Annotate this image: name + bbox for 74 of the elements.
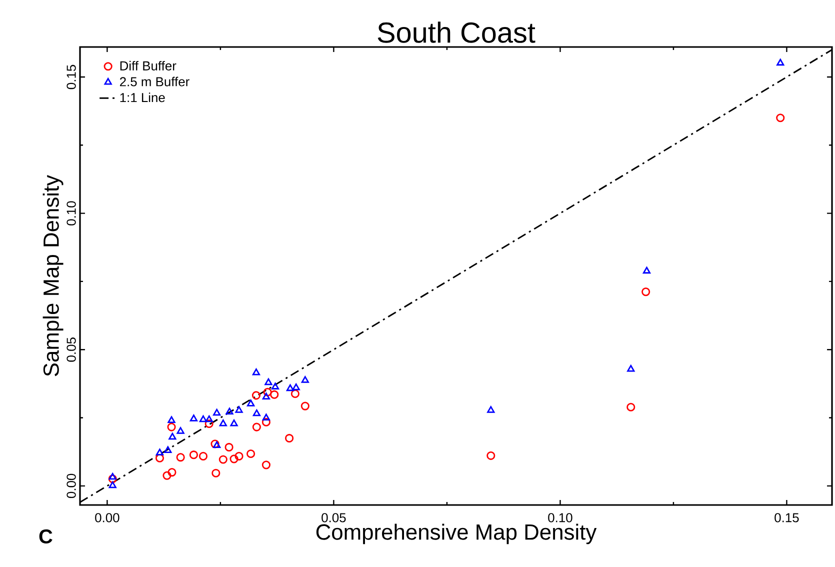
point <box>199 415 208 422</box>
point <box>176 453 185 462</box>
point <box>292 383 300 390</box>
y-tick-label: 0.05 <box>66 338 76 362</box>
point <box>262 418 270 426</box>
y-tick-label: 0.10 <box>66 201 76 226</box>
x-tick-label: 0.00 <box>95 513 120 522</box>
point <box>213 441 221 448</box>
point <box>290 389 300 398</box>
point <box>226 408 234 415</box>
legend-label: Diff Buffer <box>120 60 176 70</box>
text: C <box>39 529 52 544</box>
point <box>627 364 635 372</box>
point <box>285 434 294 442</box>
point <box>168 416 176 423</box>
point <box>486 451 496 460</box>
point <box>642 266 651 274</box>
point <box>776 58 784 66</box>
point <box>205 415 213 422</box>
point <box>108 474 117 484</box>
point <box>230 454 238 464</box>
point <box>164 446 172 453</box>
point <box>190 414 198 422</box>
point <box>246 449 256 458</box>
legend-label: 2.5 m Buffer <box>120 76 190 86</box>
point <box>167 422 176 432</box>
point <box>262 414 270 421</box>
point <box>271 382 280 390</box>
point <box>234 452 244 460</box>
point <box>218 455 228 464</box>
point <box>252 409 260 416</box>
point <box>168 432 176 440</box>
y-tick-label: 0.15 <box>66 64 76 90</box>
legend-label: 1:1 Line <box>120 92 165 102</box>
point <box>262 460 270 470</box>
point <box>252 422 261 432</box>
point <box>642 288 650 296</box>
point <box>626 402 636 412</box>
point <box>155 454 164 462</box>
point <box>300 402 310 410</box>
x-tick-label: 0.10 <box>548 513 572 522</box>
x-axis-title: Comprehensive Map Density <box>316 524 597 544</box>
point <box>189 450 198 460</box>
point <box>198 452 208 460</box>
x-tick-label: 0.15 <box>774 513 799 522</box>
point <box>108 481 116 488</box>
point <box>270 390 279 399</box>
point <box>235 406 243 413</box>
point <box>176 427 184 434</box>
point <box>301 376 309 383</box>
point <box>213 408 221 416</box>
point <box>162 471 172 480</box>
point <box>156 448 164 456</box>
point <box>263 388 272 396</box>
point <box>204 419 214 428</box>
point <box>776 114 785 122</box>
y-axis-title: Sample Map Density <box>42 174 64 376</box>
point <box>264 378 272 386</box>
y-tick-label: 0.00 <box>66 474 76 498</box>
point <box>246 400 255 406</box>
x-tick-label: 0.05 <box>322 513 346 522</box>
point <box>108 472 116 480</box>
point <box>230 419 238 426</box>
point <box>168 468 176 477</box>
point <box>262 392 270 400</box>
point <box>224 442 234 452</box>
point <box>212 468 220 478</box>
point <box>252 368 260 376</box>
point <box>219 419 227 426</box>
point <box>252 391 261 400</box>
chart-title: South Coast <box>378 22 536 43</box>
point <box>286 384 294 392</box>
point <box>210 440 220 448</box>
point <box>487 406 495 413</box>
